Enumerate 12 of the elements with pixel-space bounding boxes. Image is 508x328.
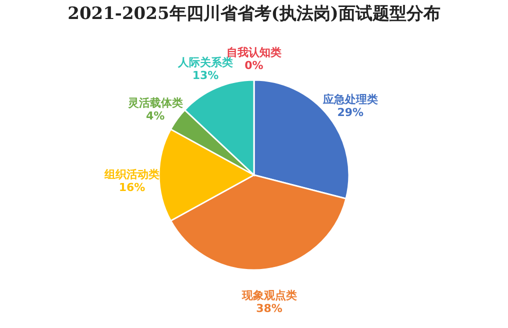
slice-label: 现象观点类: [240, 289, 297, 302]
slice-label: 组织活动类: [104, 168, 160, 181]
data-label: 29%: [337, 106, 364, 120]
data-label: 4%: [146, 109, 165, 122]
chart-title: 2021-2025年四川省省考(执法岗)面试题型分布: [68, 4, 440, 24]
text: 0%: [244, 59, 264, 72]
slice-label: 应急处理类: [322, 93, 378, 106]
data-label: 13%: [192, 69, 219, 82]
slice-label: 人际关系类: [177, 56, 234, 70]
slice-label: 灵活载体类: [126, 96, 183, 110]
data-label: 16%: [118, 181, 146, 194]
data-label: 38%: [256, 302, 282, 316]
